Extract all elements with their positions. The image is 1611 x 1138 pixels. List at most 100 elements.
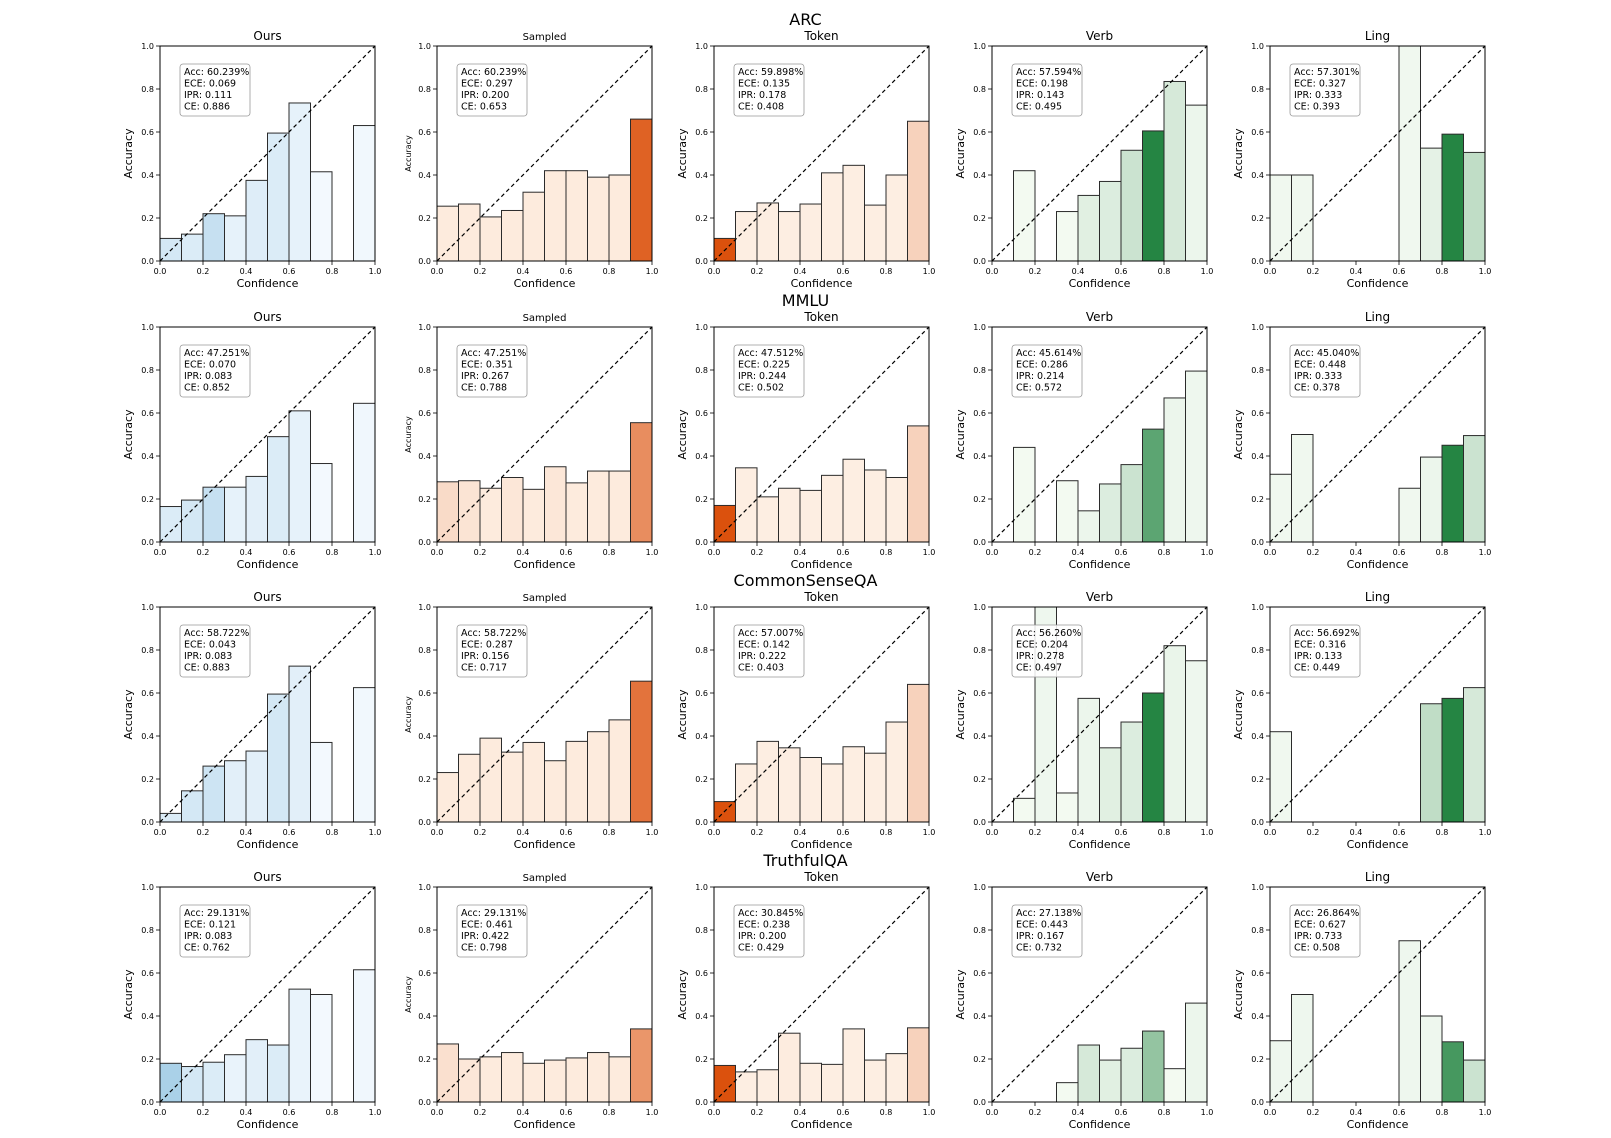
bar-truthfulqa-sampled-0 [436, 1043, 459, 1103]
bar-truthfulqa-ours-8 [353, 969, 376, 1103]
xtick-label-mmlu-verb-3: 0.6 [1115, 548, 1128, 557]
stats-line-arc-ling-0: Acc: 57.301% [1294, 67, 1359, 78]
xtick-label-arc-ours-3: 0.6 [283, 267, 296, 276]
bar-mmlu-sampled-1 [458, 480, 481, 543]
stats-line-truthfulqa-sampled-3: CE: 0.798 [461, 943, 507, 954]
bar-mmlu-token-1 [735, 467, 758, 543]
ytick-label-commonsenseqa-sampled-2: 0.4 [418, 732, 431, 741]
panel-mmlu-verb: 0.00.0 0.2 0.2 0.4 0.4 0.6 0.6 0.8 0.8 1.0 1.0 Verb… [954, 310, 1213, 571]
bar-truthfulqa-sampled-7 [587, 1052, 610, 1103]
xtick-label-arc-sampled-0: 0.0 [431, 267, 444, 276]
ytick-label-mmlu-sampled-1: 0.2 [418, 495, 431, 504]
diagonal-commonsenseqa-verb [991, 606, 1208, 823]
ytick-label-mmlu-verb-4: 0.8 [973, 366, 986, 375]
xlabel-mmlu-ours: Confidence [237, 558, 299, 571]
stats-line-truthfulqa-verb-3: CE: 0.732 [1016, 943, 1062, 954]
ytick-label-mmlu-ours-2: 0.4 [141, 452, 154, 461]
xtick-label-arc-ling-2: 0.4 [1350, 267, 1363, 276]
xtick-label-arc-verb-5: 1.0 [1201, 267, 1214, 276]
ylabel-truthfulqa-ours: Accuracy [122, 969, 135, 1020]
bar-mmlu-token-6 [842, 458, 865, 543]
panel-title-commonsenseqa-verb: Verb [1086, 590, 1113, 604]
stats-box-arc-token [733, 63, 805, 117]
stats-box-truthfulqa-token [733, 904, 805, 958]
xtick-label-arc-verb-2: 0.4 [1072, 267, 1085, 276]
ytick-label-commonsenseqa-sampled-5: 1.0 [418, 603, 431, 612]
xtick-label-arc-sampled-2: 0.4 [517, 267, 530, 276]
stats-line-truthfulqa-ling-3: CE: 0.508 [1294, 943, 1340, 954]
bar-arc-ling-5 [1463, 151, 1486, 262]
bar-arc-ours-8 [353, 125, 376, 262]
ytick-label-commonsenseqa-token-0: 0.0 [695, 818, 708, 827]
ytick-label-commonsenseqa-token-5: 1.0 [695, 603, 708, 612]
panel-commonsenseqa-token: 0.00.0 0.2 0.2 0.4 0.4 0.6 0.6 0.8 0.8 1.0 1.0 Toke… [676, 590, 935, 851]
bar-truthfulqa-verb-1 [1077, 1044, 1100, 1103]
bar-commonsenseqa-ours-7 [310, 741, 333, 823]
bar-commonsenseqa-verb-5 [1120, 721, 1143, 823]
xtick-label-truthfulqa-ours-0: 0.0 [154, 1108, 167, 1117]
axes-frame-commonsenseqa-sampled [436, 606, 653, 823]
xtick-label-mmlu-sampled-1: 0.2 [474, 548, 487, 557]
xtick-label-arc-ours-0: 0.0 [154, 267, 167, 276]
panel-mmlu-sampled: 0.00.0 0.2 0.2 0.4 0.4 0.6 0.6 0.8 0.8 1.0 1.0 Samp… [404, 313, 658, 571]
diagonal-commonsenseqa-token [713, 606, 930, 823]
xlabel-commonsenseqa-ling: Confidence [1347, 838, 1409, 851]
xtick-label-arc-sampled-4: 0.8 [603, 267, 616, 276]
diagonal-mmlu-sampled [436, 326, 653, 543]
xtick-label-truthfulqa-token-3: 0.6 [837, 1108, 850, 1117]
diagonal-mmlu-ling [1269, 326, 1486, 543]
xtick-label-arc-ling-5: 1.0 [1479, 267, 1492, 276]
ytick-label-arc-verb-5: 1.0 [973, 42, 986, 51]
panel-commonsenseqa-ling: 0.00.0 0.2 0.2 0.4 0.4 0.6 0.6 0.8 0.8 1.0 1.0 Ling… [1232, 590, 1491, 851]
stats-line-commonsenseqa-ours-1: ECE: 0.043 [184, 640, 236, 651]
bar-arc-token-8 [885, 174, 908, 262]
xtick-label-arc-token-1: 0.2 [751, 267, 764, 276]
ytick-label-truthfulqa-ling-1: 0.2 [1251, 1055, 1264, 1064]
stats-line-commonsenseqa-ours-3: CE: 0.883 [184, 663, 230, 674]
bar-arc-token-7 [864, 204, 887, 262]
ytick-label-mmlu-token-1: 0.2 [695, 495, 708, 504]
ytick-label-mmlu-verb-2: 0.4 [973, 452, 986, 461]
ytick-label-truthfulqa-ours-2: 0.4 [141, 1012, 154, 1021]
bar-truthfulqa-sampled-8 [608, 1056, 631, 1103]
bar-mmlu-sampled-9 [630, 422, 653, 543]
ytick-label-truthfulqa-sampled-4: 0.8 [418, 926, 431, 935]
ytick-label-arc-verb-0: 0.0 [973, 257, 986, 266]
ytick-label-arc-verb-3: 0.6 [973, 128, 986, 137]
xtick-label-arc-ours-2: 0.4 [240, 267, 253, 276]
xtick-label-arc-ours-5: 1.0 [369, 267, 382, 276]
axes-frame-mmlu-verb [991, 326, 1208, 543]
bar-truthfulqa-token-2 [756, 1069, 779, 1103]
bar-mmlu-verb-1 [1056, 480, 1079, 543]
bar-arc-token-6 [842, 164, 865, 262]
stats-line-mmlu-ling-0: Acc: 45.040% [1294, 348, 1359, 359]
ylabel-commonsenseqa-ling: Accuracy [1232, 689, 1245, 740]
xtick-label-mmlu-ours-1: 0.2 [197, 548, 210, 557]
stats-line-commonsenseqa-ling-3: CE: 0.449 [1294, 663, 1340, 674]
xlabel-arc-verb: Confidence [1069, 277, 1131, 290]
bar-truthfulqa-token-8 [885, 1053, 908, 1103]
stats-line-arc-ling-3: CE: 0.393 [1294, 102, 1340, 113]
bar-mmlu-verb-5 [1142, 428, 1165, 543]
bar-truthfulqa-sampled-9 [630, 1028, 653, 1103]
diagonal-mmlu-token [713, 326, 930, 543]
ylabel-commonsenseqa-ours: Accuracy [122, 689, 135, 740]
xtick-label-commonsenseqa-token-2: 0.4 [794, 828, 807, 837]
xtick-label-mmlu-token-0: 0.0 [708, 548, 721, 557]
axes-frame-mmlu-token [713, 326, 930, 543]
panel-truthfulqa-ours: 0.00.0 0.2 0.2 0.4 0.4 0.6 0.6 0.8 0.8 1.0 1.0 Ours… [122, 870, 381, 1131]
xtick-label-mmlu-token-4: 0.8 [880, 548, 893, 557]
xlabel-arc-ours: Confidence [237, 277, 299, 290]
panel-truthfulqa-sampled: 0.00.0 0.2 0.2 0.4 0.4 0.6 0.6 0.8 0.8 1.0 1.0 Samp… [404, 873, 658, 1131]
bar-mmlu-verb-7 [1185, 370, 1208, 543]
ytick-label-truthfulqa-verb-4: 0.8 [973, 926, 986, 935]
xtick-label-truthfulqa-token-0: 0.0 [708, 1108, 721, 1117]
ytick-label-commonsenseqa-ours-4: 0.8 [141, 646, 154, 655]
xtick-label-arc-verb-1: 0.2 [1029, 267, 1042, 276]
panel-title-truthfulqa-ours: Ours [253, 870, 281, 884]
bar-truthfulqa-token-9 [907, 1027, 930, 1103]
xtick-label-commonsenseqa-sampled-2: 0.4 [517, 828, 530, 837]
bar-truthfulqa-ours-5 [267, 1044, 290, 1103]
diagonal-commonsenseqa-ling [1269, 606, 1486, 823]
bar-commonsenseqa-verb-4 [1099, 747, 1122, 823]
